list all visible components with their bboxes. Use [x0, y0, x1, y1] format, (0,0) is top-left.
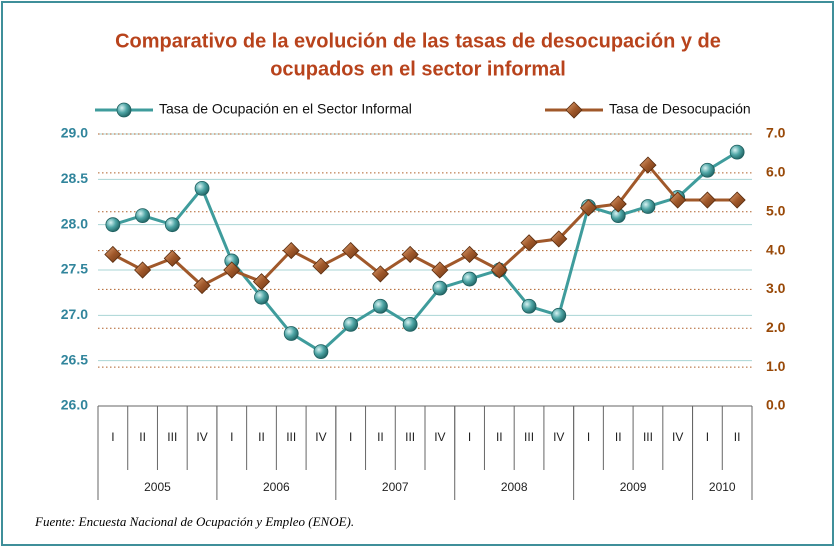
data-point: [164, 217, 180, 233]
data-point: [609, 195, 627, 213]
data-point: [105, 217, 121, 233]
data-point: [550, 230, 568, 248]
data-point: [194, 180, 210, 196]
series-line: [112, 162, 738, 288]
chart-title: ocupados en el sector informal: [270, 58, 566, 80]
data-point: [254, 289, 269, 305]
y-tick-label: 28.5: [61, 170, 88, 186]
y2-tick-label: 2.0: [766, 319, 786, 335]
x-group-label: 2007: [382, 480, 409, 494]
x-tick-label: III: [643, 430, 653, 444]
x-tick-label: II: [615, 430, 622, 444]
x-tick-label: II: [377, 430, 384, 444]
data-point: [728, 191, 746, 209]
y-tick-label: 27.0: [61, 306, 88, 322]
x-group-label: 2006: [263, 480, 290, 494]
legend-marker: [565, 101, 583, 119]
series-line: [112, 150, 738, 354]
x-tick-label: I: [468, 430, 471, 444]
x-tick-label: IV: [196, 430, 207, 444]
x-tick-label: I: [349, 430, 352, 444]
legend-label: Tasa de Ocupación en el Sector Informal: [159, 101, 412, 117]
data-point: [431, 261, 449, 279]
x-tick-label: II: [258, 430, 265, 444]
data-point: [462, 271, 477, 287]
x-tick-label: III: [524, 430, 534, 444]
y2-tick-label: 0.0: [766, 397, 786, 413]
data-point: [343, 316, 359, 332]
y-tick-label: 26.0: [61, 397, 88, 413]
x-tick-label: I: [706, 430, 709, 444]
data-point: [134, 261, 152, 279]
x-tick-label: I: [111, 430, 114, 444]
data-point: [402, 316, 418, 332]
data-point: [551, 307, 567, 323]
data-point: [223, 261, 241, 279]
data-point: [579, 199, 598, 217]
x-tick-label: IV: [434, 430, 445, 444]
x-tick-label: II: [496, 430, 503, 444]
data-point: [313, 344, 329, 360]
data-point: [282, 242, 300, 260]
data-point: [193, 276, 211, 295]
data-point: [729, 144, 745, 160]
data-point: [371, 265, 389, 283]
data-point: [669, 191, 687, 209]
data-point: [283, 326, 299, 341]
x-tick-label: I: [587, 430, 590, 444]
chart-title: Comparativo de la evolución de las tasas…: [115, 30, 721, 52]
y2-tick-label: 6.0: [766, 164, 786, 180]
x-tick-label: II: [139, 430, 146, 444]
x-tick-label: II: [734, 430, 741, 444]
x-group-label: 2009: [620, 480, 647, 494]
data-point: [163, 249, 181, 267]
y2-tick-label: 7.0: [766, 125, 786, 141]
x-tick-label: III: [167, 430, 177, 444]
data-point: [521, 298, 537, 314]
data-point: [342, 242, 360, 260]
data-point: [698, 191, 716, 209]
y2-tick-label: 3.0: [766, 280, 786, 296]
data-point: [520, 234, 538, 252]
x-tick-label: III: [405, 430, 415, 444]
legend-marker: [116, 102, 132, 118]
x-tick-label: IV: [315, 430, 326, 444]
data-point: [432, 280, 448, 296]
data-point: [461, 245, 479, 264]
y2-tick-label: 5.0: [766, 202, 786, 218]
data-point: [639, 156, 657, 174]
legend-label: Tasa de Desocupación: [609, 101, 751, 117]
x-tick-label: IV: [553, 430, 564, 444]
x-group-label: 2010: [709, 480, 736, 494]
x-group-label: 2008: [501, 480, 528, 494]
x-tick-label: III: [286, 430, 296, 444]
y-tick-label: 28.0: [61, 215, 88, 231]
y2-tick-label: 1.0: [766, 358, 786, 374]
y2-tick-label: 4.0: [766, 241, 786, 257]
x-group-label: 2005: [144, 480, 171, 494]
y-tick-label: 26.5: [61, 351, 88, 367]
x-tick-label: IV: [672, 430, 683, 444]
data-point: [700, 162, 715, 178]
source-note: Fuente: Encuesta Nacional de Ocupación y…: [34, 514, 354, 529]
data-point: [312, 257, 330, 275]
data-point: [135, 208, 150, 224]
data-point: [104, 245, 122, 264]
data-point: [640, 199, 656, 214]
data-point: [401, 245, 419, 264]
y-tick-label: 29.0: [61, 125, 88, 141]
x-tick-label: I: [230, 430, 233, 444]
data-point: [373, 298, 388, 314]
y-tick-label: 27.5: [61, 261, 88, 277]
data-point: [490, 261, 508, 279]
data-point: [252, 273, 271, 291]
